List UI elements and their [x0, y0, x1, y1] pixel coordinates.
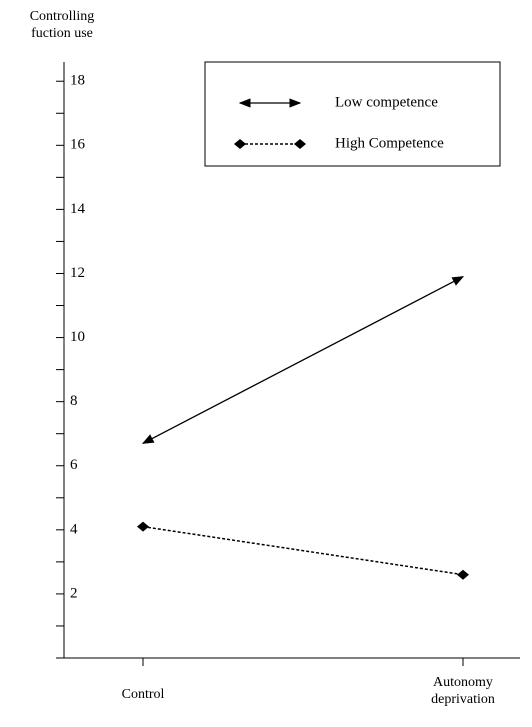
x-tick-label: Control: [121, 687, 165, 702]
y-axis-label: Controlling fuction use: [29, 9, 95, 41]
y-tick-label: 16: [70, 137, 86, 153]
y-tick-label: 18: [70, 73, 85, 89]
legend-label: Low competence: [335, 94, 438, 110]
y-tick-label: 8: [70, 393, 78, 409]
legend-marker: [234, 139, 246, 149]
point: [137, 521, 149, 532]
legend-box: [204, 61, 501, 167]
series-line: [142, 525, 464, 576]
y-tick-label: 12: [70, 265, 85, 281]
legend-marker: [294, 139, 306, 149]
x-tick-label: Autonomy deprivation: [431, 675, 495, 707]
series-line: [141, 276, 465, 444]
legend-label: High Competence: [335, 135, 444, 151]
point: [457, 569, 469, 580]
y-tick-label: 6: [70, 457, 78, 473]
y-tick-label: 4: [70, 521, 78, 537]
y-tick-label: 2: [70, 585, 78, 601]
y-tick-label: 14: [70, 201, 86, 217]
y-tick-label: 10: [70, 329, 85, 345]
